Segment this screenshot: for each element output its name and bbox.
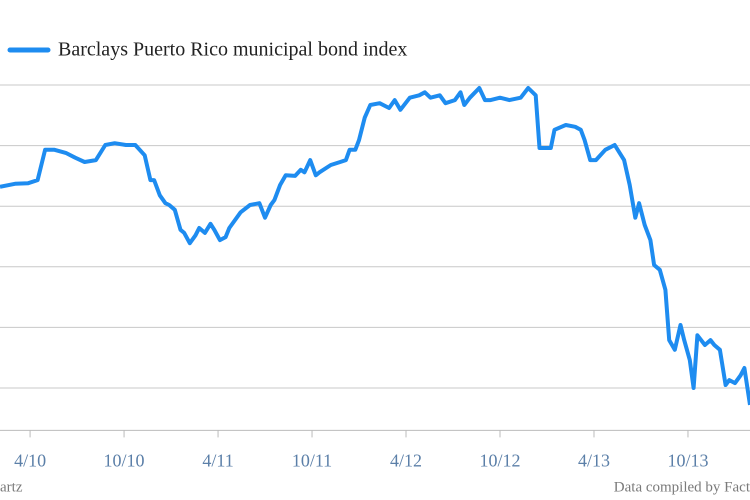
x-tick-label: 4/11	[202, 451, 233, 471]
x-tick-label: 10/11	[292, 451, 332, 471]
source: artz	[0, 479, 23, 495]
x-tick-label: 10/13	[667, 451, 708, 471]
x-tick-label: 10/12	[479, 451, 520, 471]
x-tick-label: 4/13	[578, 451, 610, 471]
data-line	[0, 86, 750, 406]
credit: Data compiled by Fact	[614, 479, 750, 495]
x-tick-label: 10/10	[104, 451, 145, 471]
x-tick-label: 4/12	[390, 451, 422, 471]
legend-label: Barclays Puerto Rico municipal bond inde…	[58, 39, 407, 61]
x-tick-label: 4/10	[14, 451, 46, 471]
